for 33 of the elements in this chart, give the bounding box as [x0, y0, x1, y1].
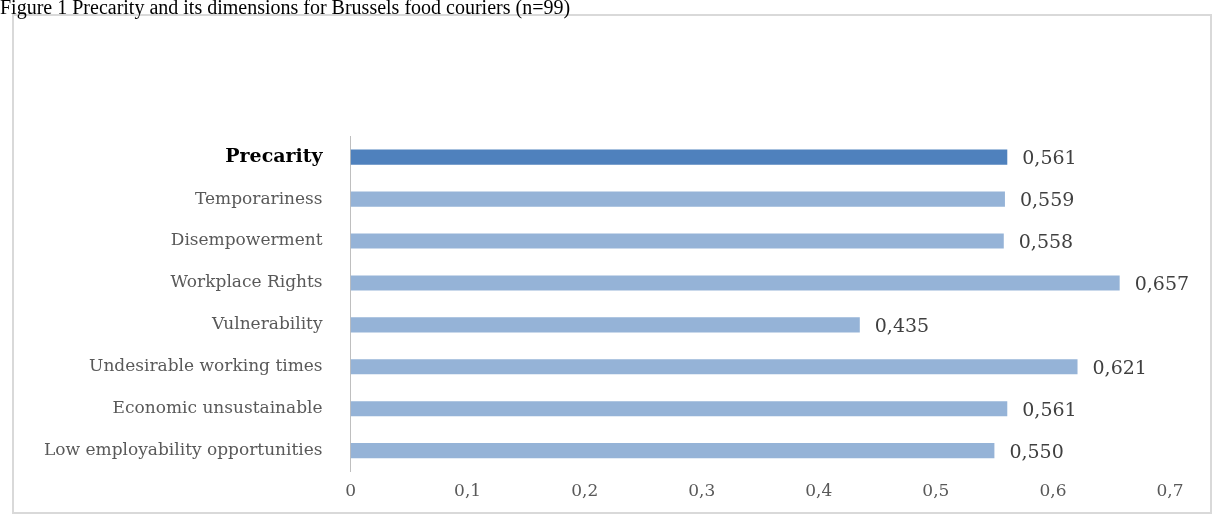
y-tick-label: Low employability opportunities [43, 439, 323, 460]
y-tick-label: Vulnerability [211, 313, 323, 334]
chart-title: Figure 1 Precarity and its dimensions for Brussels food couriers (n=99) [0, 0, 572, 18]
data-label: 0,561 [1022, 397, 1077, 420]
x-tick-label: 0 [345, 480, 356, 501]
data-label: 0,561 [1022, 146, 1077, 169]
bar [350, 401, 1008, 417]
bar [350, 443, 995, 459]
y-tick-label: Temporariness [194, 187, 323, 208]
bar [350, 359, 1078, 375]
x-tick-label: 0,3 [688, 480, 716, 501]
data-label: 0,550 [1009, 439, 1064, 462]
y-tick-label: Workplace Rights [170, 271, 323, 292]
x-tick-label: 0,1 [454, 480, 482, 501]
data-label: 0,435 [874, 313, 930, 336]
data-label: 0,657 [1134, 271, 1190, 294]
bar [350, 149, 1008, 165]
y-tick-label: Economic unsustainable [112, 397, 323, 418]
bar [350, 191, 1005, 207]
x-tick-label: 0,5 [922, 480, 950, 501]
data-label: 0,558 [1018, 229, 1074, 252]
y-tick-label: Undesirable working times [89, 355, 323, 376]
bar [350, 275, 1120, 291]
x-tick-label: 0,6 [1039, 480, 1067, 501]
data-label: 0,559 [1019, 188, 1075, 211]
y-tick-label: Disempowerment [170, 229, 323, 250]
x-tick-label: 0,2 [571, 480, 599, 501]
x-tick-label: 0,4 [805, 480, 833, 501]
x-tick-label: 0,7 [1156, 480, 1184, 501]
bar [350, 233, 1004, 249]
y-tick-label: Precarity [225, 144, 324, 167]
data-label: 0,621 [1092, 355, 1147, 378]
bar [350, 317, 860, 333]
